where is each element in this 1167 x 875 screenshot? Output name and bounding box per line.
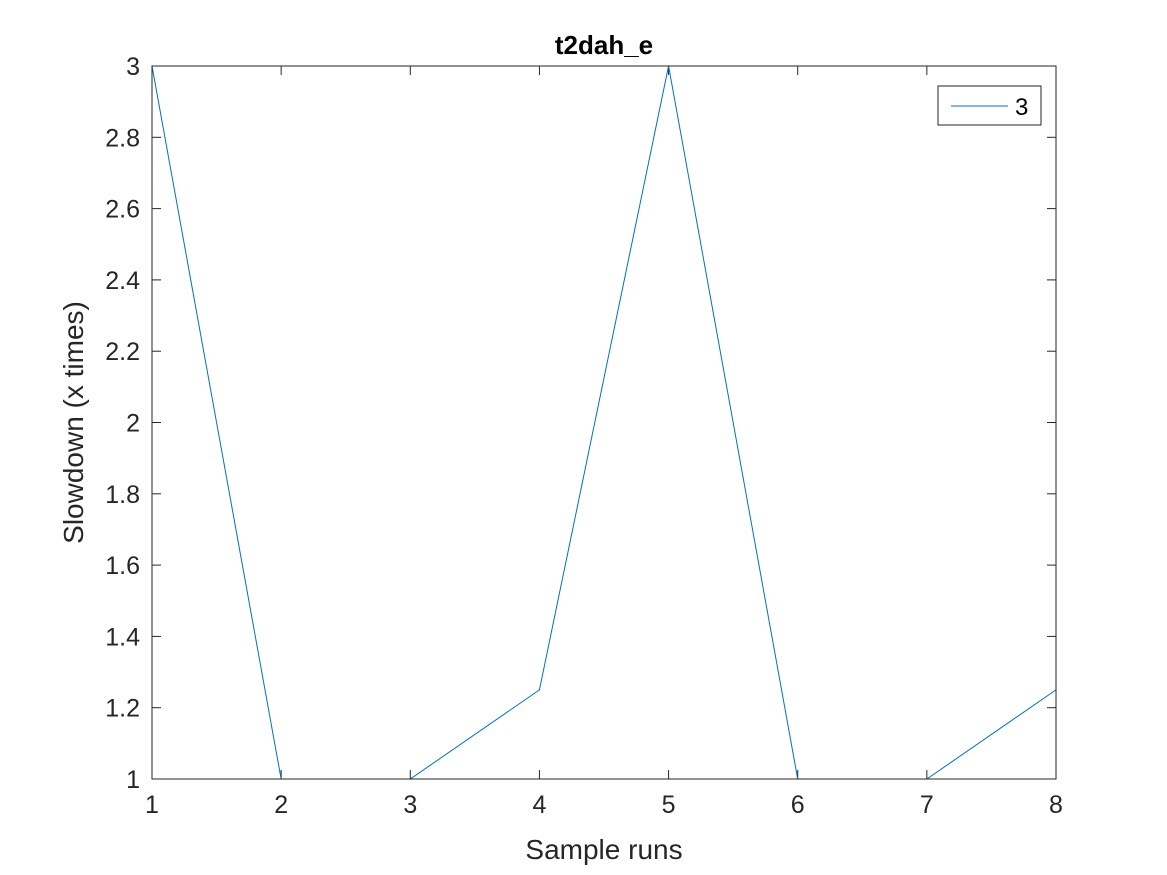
y-tick-label: 2.4 <box>105 267 140 295</box>
y-tick-label: 1.8 <box>105 481 140 509</box>
y-tick-label: 1 <box>126 766 140 794</box>
chart-title: t2dah_e <box>555 30 653 60</box>
x-tick-label: 7 <box>920 791 934 819</box>
y-tick-label: 1.6 <box>105 552 140 580</box>
y-tick-label: 1.4 <box>105 623 140 651</box>
x-tick-label: 1 <box>145 791 159 819</box>
x-tick-label: 5 <box>662 791 676 819</box>
x-tick-label: 3 <box>403 791 417 819</box>
legend: 3 <box>937 85 1042 126</box>
x-tick-labels: 1 2 3 4 5 6 7 8 <box>145 791 1063 819</box>
x-tick-label: 2 <box>274 791 288 819</box>
y-tick-labels: 1 1.2 1.4 1.6 1.8 2 2.2 2.4 2.6 2.8 3 <box>105 53 140 794</box>
axes-box <box>151 65 1057 780</box>
y-tick-label: 2.6 <box>105 196 140 224</box>
plot-area <box>152 66 1056 779</box>
y-tick-label: 1.2 <box>105 695 140 723</box>
x-tick-label: 4 <box>532 791 546 819</box>
x-tick-label: 6 <box>791 791 805 819</box>
y-axis-title: Slowdown (x times) <box>58 301 89 544</box>
x-tick-label: 8 <box>1049 791 1063 819</box>
x-axis-title: Sample runs <box>525 834 682 865</box>
data-point <box>538 689 541 691</box>
y-tick-label: 2 <box>126 410 140 438</box>
legend-label: 3 <box>1015 94 1028 121</box>
y-tick-label: 2.8 <box>105 124 140 152</box>
y-tick-label: 2.2 <box>105 338 140 366</box>
y-tick-label: 3 <box>126 53 140 81</box>
